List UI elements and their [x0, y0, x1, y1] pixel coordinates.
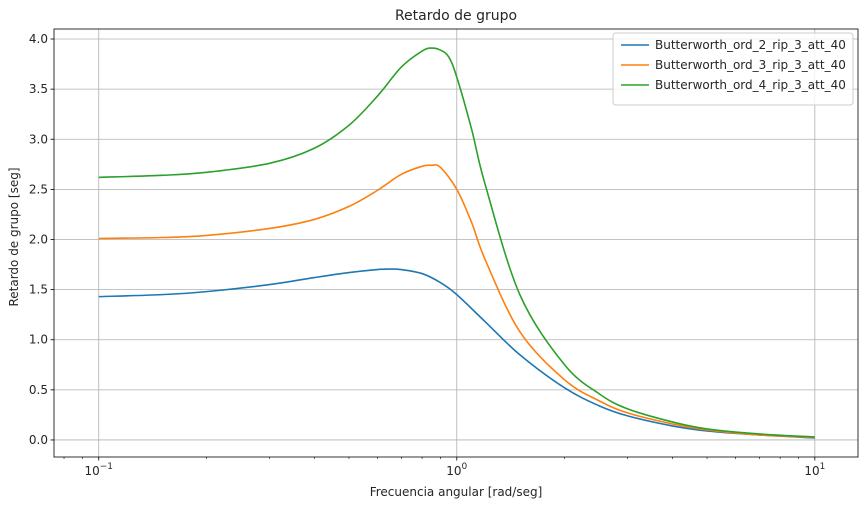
y-axis-label: Retardo de grupo [seg]: [7, 167, 21, 306]
y-tick-label: 4.0: [29, 32, 48, 46]
y-tick-label: 1.5: [29, 283, 48, 297]
legend-box: [612, 32, 854, 106]
legend-label: Butterworth_ord_2_rip_3_att_40: [655, 38, 846, 52]
x-axis-label: Frecuencia angular [rad/seg]: [370, 485, 543, 499]
y-tick-label: 0.0: [29, 433, 48, 447]
y-tick-label: 3.0: [29, 132, 48, 146]
y-tick-label: 3.5: [29, 82, 48, 96]
series-lines: [98, 47, 815, 439]
legend-label: Butterworth_ord_3_rip_3_att_40: [655, 58, 846, 72]
y-tick-label: 0.5: [29, 383, 48, 397]
x-tick-label: 101: [804, 462, 825, 478]
legend: Butterworth_ord_2_rip_3_att_40 Butterwort…: [612, 32, 854, 106]
y-tick-label: 1.0: [29, 333, 48, 347]
y-tick-label: 2.5: [29, 182, 48, 196]
y-tick-label: 2.0: [29, 232, 48, 246]
x-tick-label: 100: [446, 462, 467, 478]
axis-ticks: 0.0 0.5 1.0 1.5 2.0 2.5 3.0 3.5 4.0 10−1 100 101: [29, 32, 825, 478]
series-line-2: [98, 164, 815, 439]
x-tick-label: 10−1: [84, 462, 113, 478]
legend-label: Butterworth_ord_4_rip_3_att_40: [655, 78, 846, 92]
plot-frame: [53, 28, 859, 458]
series-line-1: [98, 268, 815, 439]
series-line-3: [98, 47, 815, 438]
grid: [54, 29, 858, 457]
chart-title: Retardo de grupo: [395, 8, 517, 24]
